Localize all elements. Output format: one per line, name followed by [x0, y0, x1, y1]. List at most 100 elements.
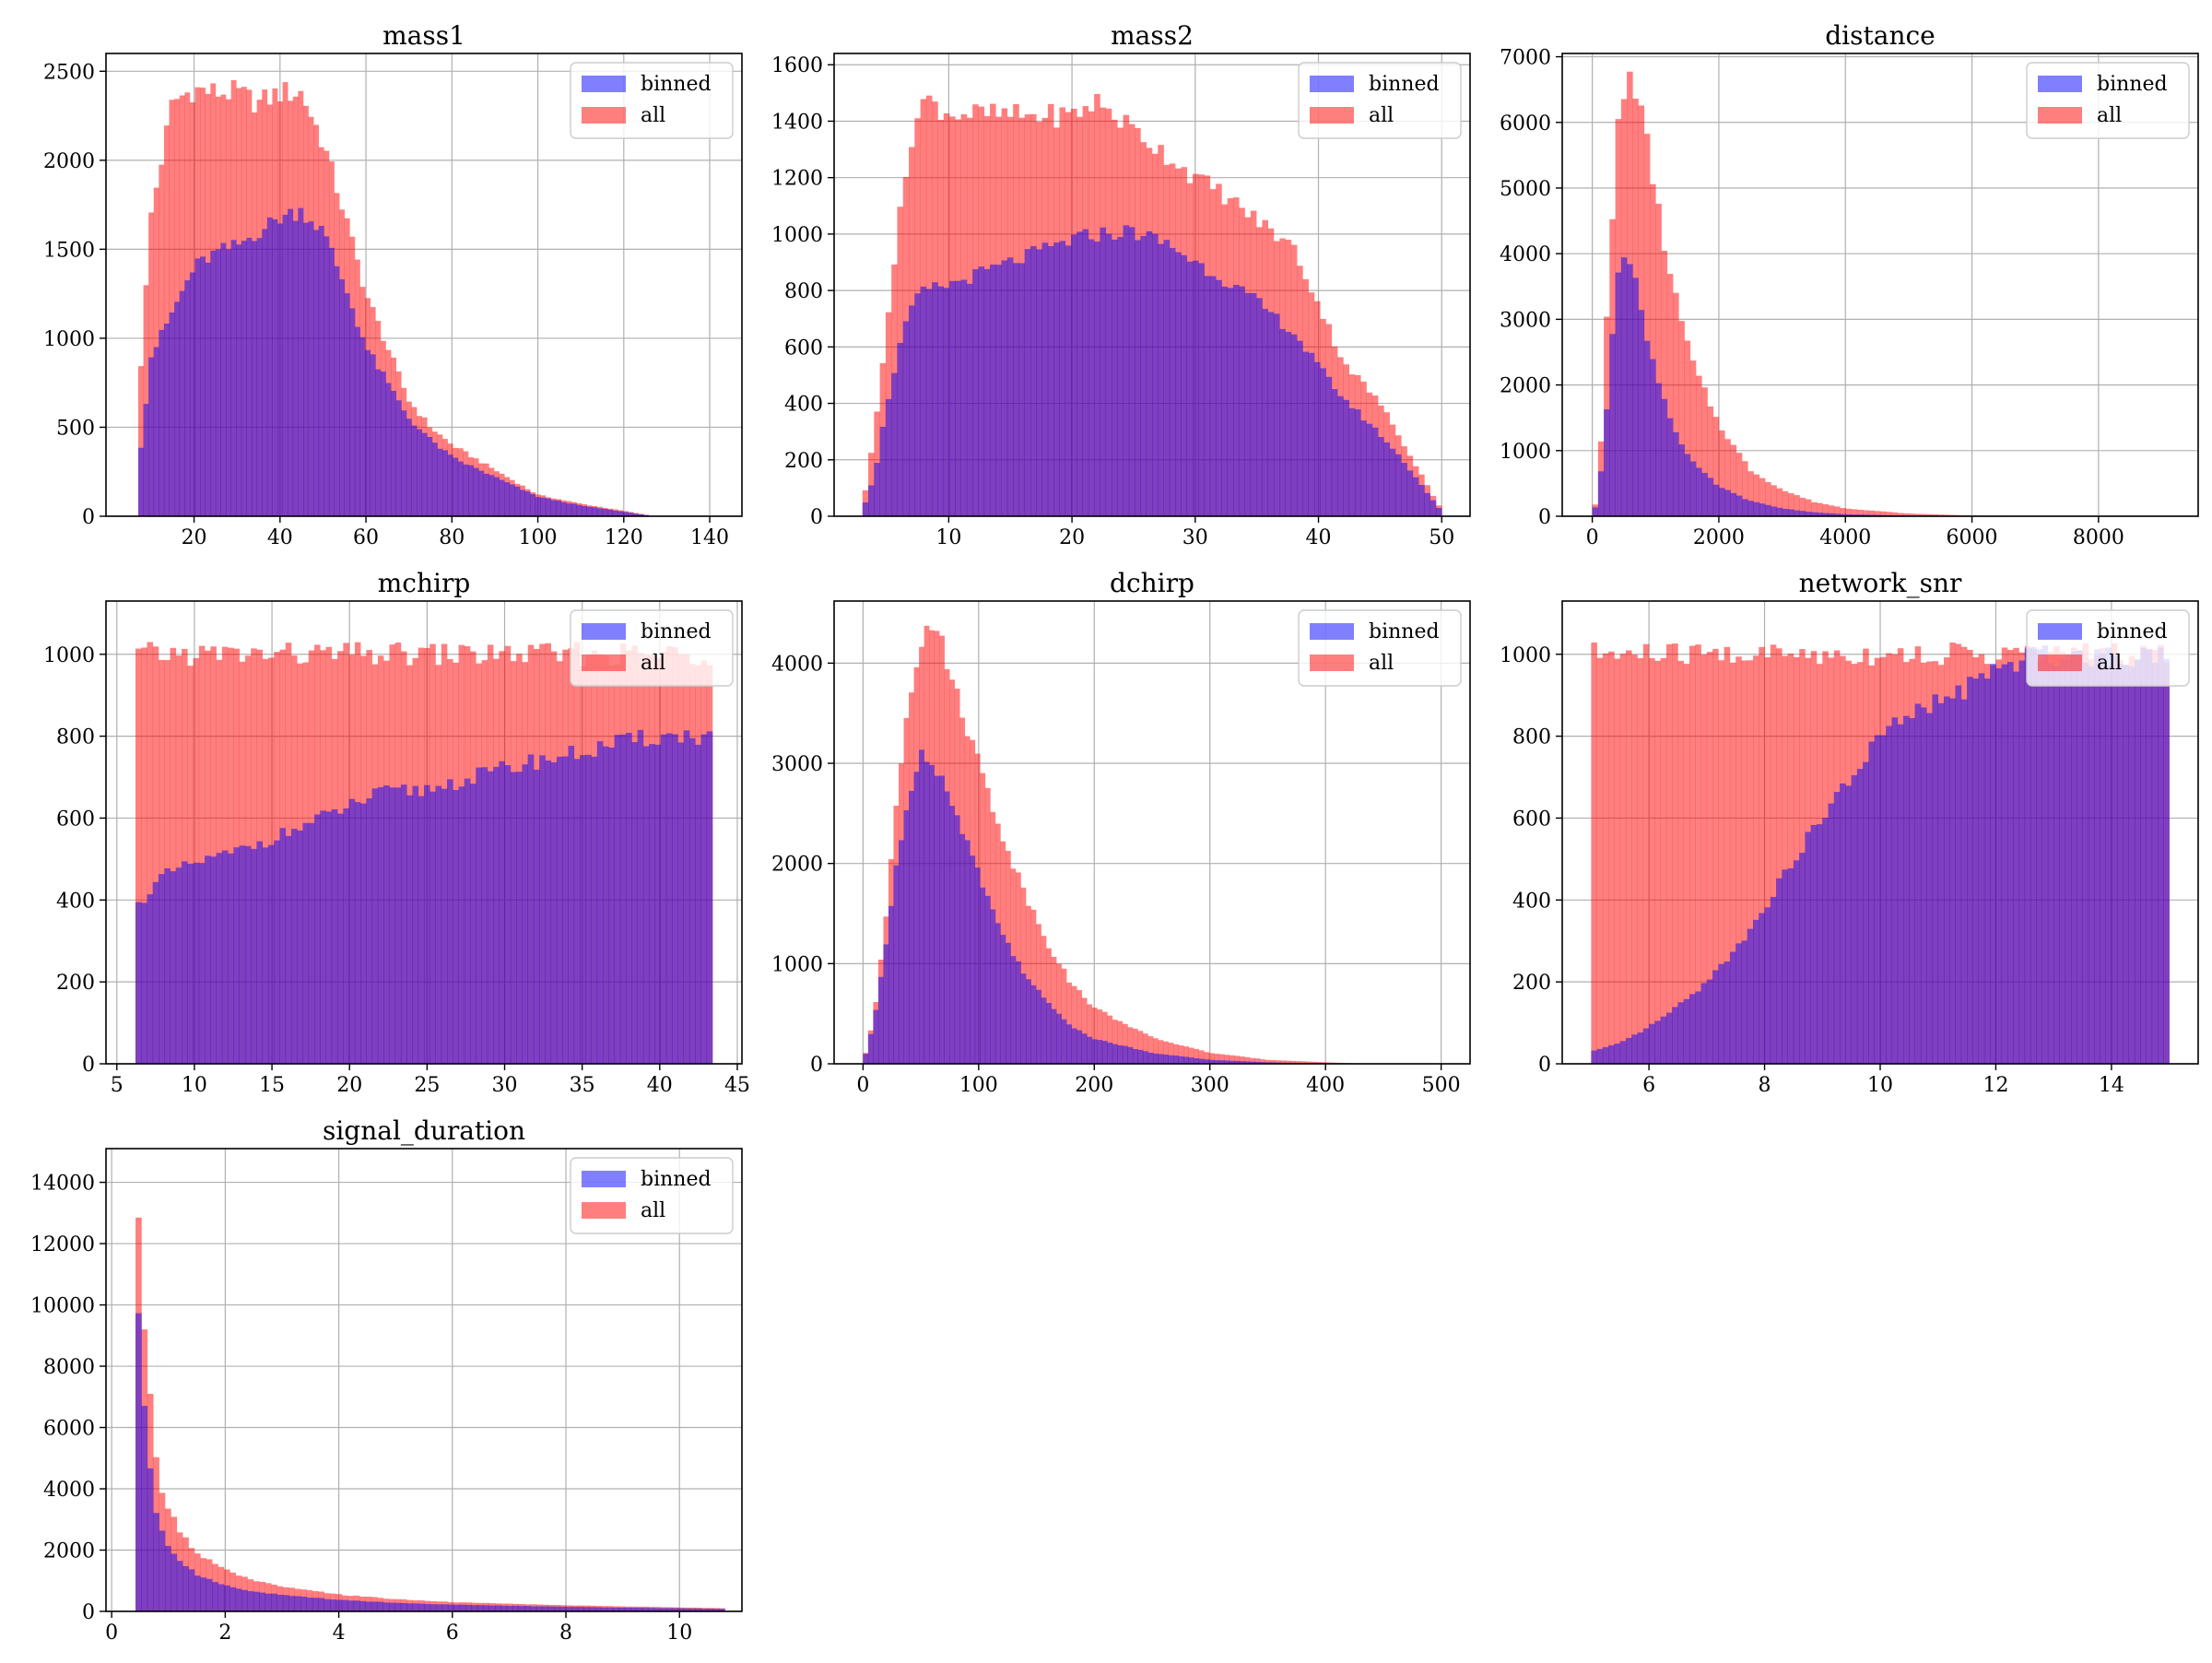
histogram-bar — [1112, 1044, 1118, 1064]
histogram-bar — [520, 489, 525, 516]
histogram-bar — [874, 463, 880, 516]
histogram-bar — [406, 1603, 413, 1611]
histogram-bar — [571, 503, 577, 516]
histogram-bar — [1944, 696, 1950, 1064]
histogram-bar — [1082, 1033, 1088, 1064]
histogram-bar — [366, 798, 372, 1064]
histogram-bar — [389, 787, 395, 1064]
histogram-bar — [1056, 1014, 1062, 1064]
histogram-bar — [1875, 736, 1881, 1064]
histogram-bar — [1083, 230, 1089, 516]
histogram-bar — [272, 219, 277, 516]
histogram-bar — [217, 853, 223, 1064]
histogram-bar — [1430, 501, 1437, 516]
histogram-bar — [288, 1596, 295, 1611]
histogram-bar — [995, 923, 1001, 1064]
histogram-bar — [1418, 485, 1425, 516]
histogram-bar — [1643, 644, 1650, 1064]
histogram-bar — [395, 787, 402, 1064]
histogram-bar — [524, 1606, 531, 1611]
histogram-bar — [442, 450, 448, 516]
histogram-bar — [528, 754, 535, 1064]
histogram-bar — [220, 243, 226, 516]
histogram-bar — [1921, 707, 1927, 1064]
histogram-bar — [1845, 785, 1852, 1064]
histogram-bar — [2106, 647, 2112, 1064]
histogram-bar — [432, 442, 438, 516]
histogram-bar — [868, 486, 875, 516]
histogram-bar — [1689, 994, 1696, 1064]
histogram-bar — [1052, 1009, 1057, 1064]
x-tick-label: 12 — [1983, 1074, 2008, 1097]
histogram-bar — [1932, 694, 1938, 1064]
histogram-bar — [1383, 442, 1390, 516]
histogram-bar — [891, 373, 898, 516]
histogram-bar — [995, 265, 1002, 516]
histogram-bar — [1007, 257, 1014, 516]
histogram-bar — [320, 810, 326, 1064]
histogram-bar — [1320, 368, 1326, 516]
histogram-bar — [306, 1598, 312, 1611]
histogram-bar — [265, 1594, 272, 1611]
histogram-bar — [1926, 714, 1933, 1064]
histogram-bar — [324, 1599, 331, 1611]
histogram-bar — [574, 759, 581, 1064]
histogram-bar — [545, 761, 551, 1064]
histogram-bar — [1117, 1045, 1123, 1064]
y-tick-label: 3000 — [1500, 309, 1551, 332]
histogram-bar — [394, 1603, 401, 1611]
histogram-bar — [378, 787, 384, 1064]
histogram-bar — [330, 1599, 336, 1611]
histogram-bar — [1077, 231, 1083, 516]
histogram-bar — [1811, 825, 1818, 1064]
histogram-bar — [411, 426, 417, 516]
histogram-bar — [1712, 970, 1719, 1064]
histogram-bar — [701, 735, 708, 1064]
histogram-bar — [337, 814, 344, 1064]
histogram-bar — [1065, 245, 1072, 516]
y-tick-label: 7000 — [1500, 47, 1551, 70]
histogram-bar — [148, 358, 154, 516]
y-tick-label: 2000 — [43, 150, 95, 173]
histogram-bar — [1598, 471, 1605, 516]
histogram-bar — [355, 327, 360, 516]
histogram-bar — [170, 313, 175, 516]
histogram-bar — [2019, 660, 2026, 1064]
histogram-bar — [1390, 449, 1396, 516]
histogram-bar — [1701, 983, 1708, 1064]
y-tick-label: 1400 — [771, 111, 823, 134]
histogram-bar — [613, 511, 618, 516]
histogram-bar — [1102, 1041, 1108, 1064]
legend-swatch-binned — [582, 1171, 626, 1187]
x-tick-label: 0 — [856, 1074, 869, 1097]
histogram-bar — [256, 842, 263, 1064]
histogram-bar — [1741, 940, 1747, 1064]
histogram-bar — [1805, 832, 1811, 1064]
x-tick-label: 140 — [690, 526, 729, 549]
histogram-bar — [1736, 496, 1743, 516]
histogram-bar — [138, 448, 144, 516]
y-tick-label: 0 — [810, 506, 823, 529]
legend-label-all: all — [2097, 652, 2122, 675]
histogram-bar — [286, 836, 292, 1064]
histogram-bar — [1205, 276, 1211, 516]
x-tick-label: 30 — [492, 1074, 518, 1097]
y-tick-label: 4000 — [771, 653, 823, 676]
histogram-bar — [1279, 329, 1286, 516]
histogram-bar — [556, 501, 561, 516]
histogram-bar — [643, 746, 650, 1064]
x-tick-label: 8 — [559, 1622, 572, 1645]
y-tick-label: 400 — [784, 394, 823, 417]
histogram-bar — [406, 419, 412, 516]
histogram-bar — [939, 775, 945, 1064]
histogram-bar — [453, 458, 458, 516]
histogram-bar — [863, 502, 869, 516]
series-binned — [135, 1314, 725, 1611]
histogram-bar — [863, 1054, 868, 1064]
x-tick-label: 20 — [182, 526, 207, 549]
histogram-bar — [1163, 1055, 1169, 1064]
legend-swatch-binned — [2038, 76, 2082, 92]
histogram-bar — [314, 814, 321, 1064]
